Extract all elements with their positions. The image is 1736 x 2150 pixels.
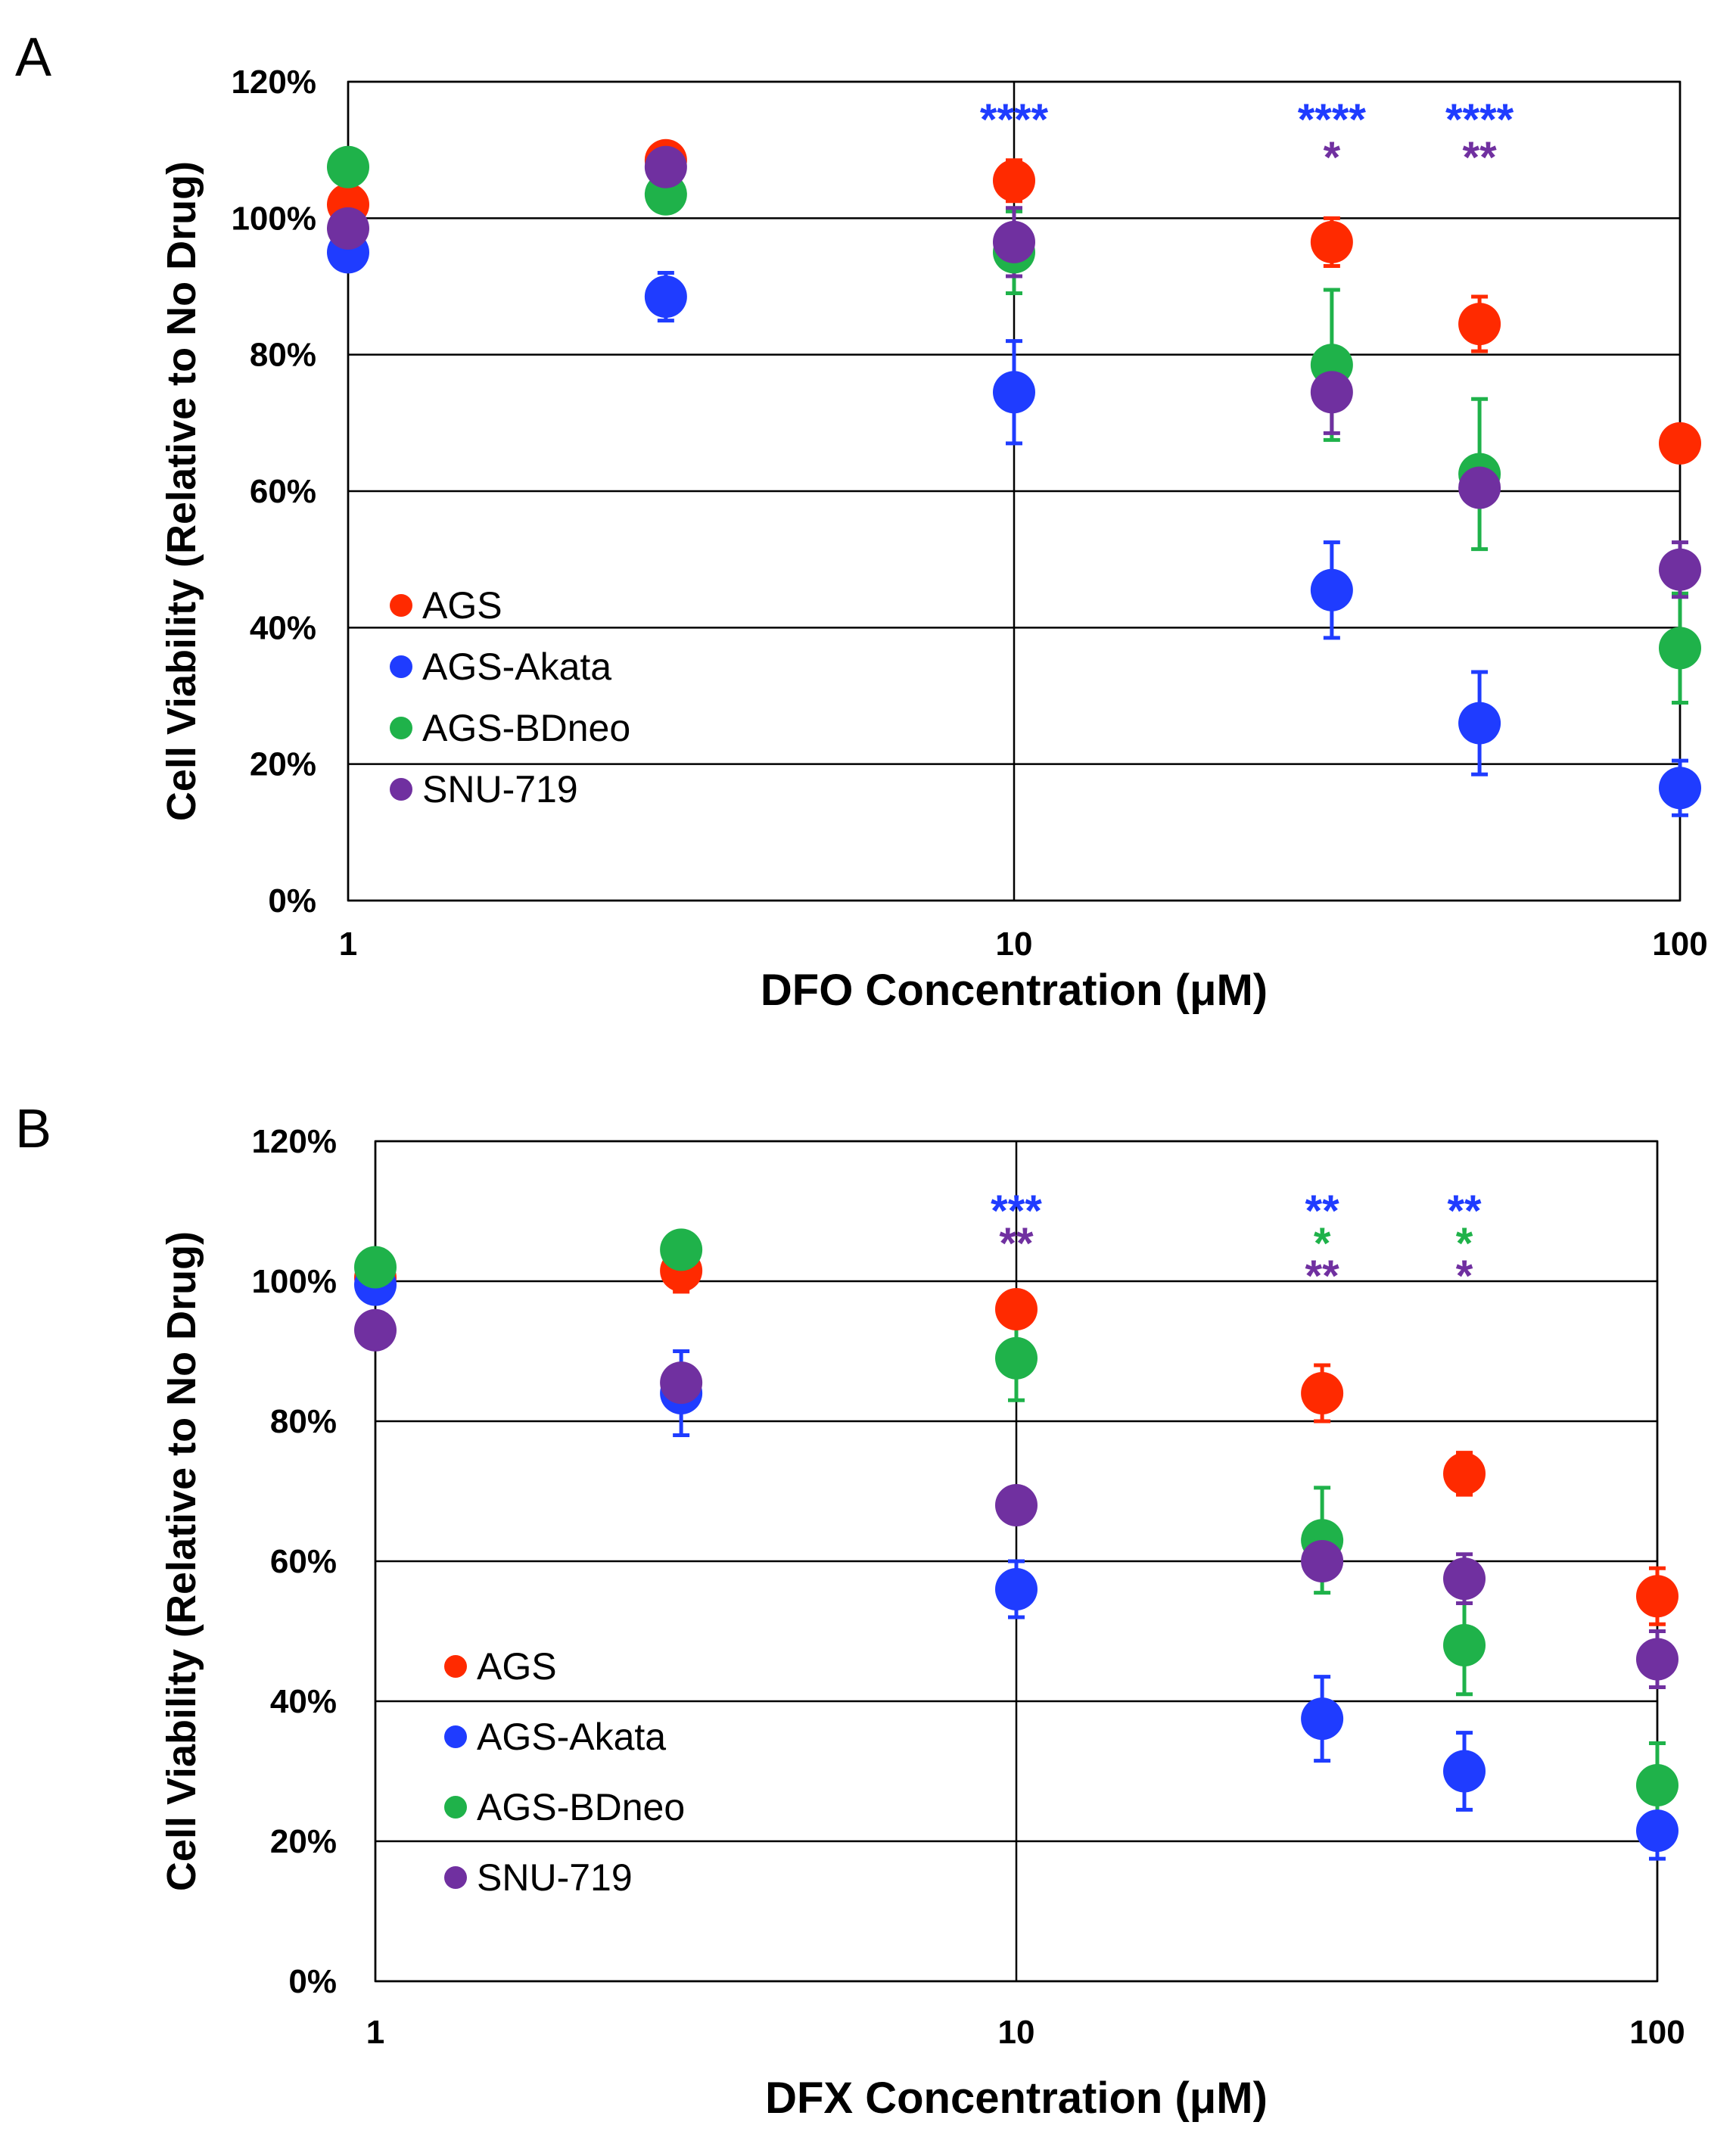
legend-marker: [390, 594, 412, 617]
legend-marker: [444, 1796, 467, 1819]
significance-marker: **: [1305, 1187, 1340, 1236]
legend-marker: [390, 655, 412, 678]
significance-marker: ****: [1298, 95, 1367, 145]
legend-marker: [390, 717, 412, 739]
x-tick-label: 1: [339, 926, 357, 963]
legend-label: AGS-BDneo: [477, 1786, 685, 1828]
y-axis-label: Cell Viability (Relative to No Drug): [159, 161, 204, 821]
y-tick-label: 100%: [231, 200, 316, 237]
data-point-snu-719: [993, 220, 1035, 263]
y-tick-label: 80%: [270, 1403, 337, 1440]
data-point-ags-bdneo: [1659, 627, 1701, 670]
significance-marker: *: [1456, 1219, 1473, 1268]
data-point-ags-bdneo: [327, 145, 369, 188]
y-tick-label: 20%: [270, 1823, 337, 1860]
data-point-ags: [1443, 1452, 1486, 1495]
data-point-ags: [1636, 1575, 1678, 1618]
significance-marker: ***: [991, 1187, 1042, 1236]
panel-b: B 0% 20% 40% 60% 80% 100% 120% 1 10 100 DFX Concent…: [15, 1099, 1685, 2123]
x-tick-label: 100: [1652, 926, 1707, 963]
legend-label: SNU-719: [477, 1856, 633, 1899]
data-point-ags-akata: [995, 1568, 1038, 1610]
x-tick-label: 10: [996, 926, 1033, 963]
data-point-ags: [995, 1288, 1038, 1330]
y-tick-label: 60%: [270, 1543, 337, 1580]
y-tick-label: 80%: [250, 337, 316, 374]
data-point-snu-719: [660, 1361, 703, 1405]
significance-marker: ****: [980, 95, 1049, 145]
data-point-ags-akata: [1636, 1809, 1678, 1853]
legend-marker: [444, 1655, 467, 1678]
significance-marker: **: [1463, 133, 1498, 182]
data-point-snu-719: [1301, 1540, 1344, 1582]
significance-marker: **: [1447, 1187, 1482, 1236]
data-point-snu-719: [995, 1484, 1038, 1526]
panel-label: B: [15, 1099, 51, 1159]
legend-label: AGS: [477, 1645, 557, 1688]
x-axis-label: DFO Concentration (μM): [761, 966, 1268, 1015]
x-tick-label: 100: [1629, 2014, 1685, 2051]
data-point-snu-719: [1443, 1557, 1486, 1601]
data-point-ags: [1458, 303, 1501, 346]
significance-marker: ****: [1445, 95, 1514, 145]
data-point-snu-719: [1458, 466, 1501, 509]
panel-label: A: [15, 27, 51, 88]
legend-label: AGS: [422, 584, 502, 627]
y-tick-label: 0%: [288, 1963, 337, 2000]
legend-marker: [390, 778, 412, 801]
data-point-ags-akata: [1443, 1750, 1486, 1793]
data-point-snu-719: [1310, 371, 1353, 414]
y-tick-label: 40%: [270, 1683, 337, 1720]
data-point-snu-719: [1636, 1638, 1678, 1681]
y-tick-label: 60%: [250, 473, 316, 510]
data-point-snu-719: [354, 1308, 397, 1352]
data-point-ags-akata: [1458, 702, 1501, 745]
legend-label: AGS-BDneo: [422, 707, 630, 749]
data-point-ags-bdneo: [1443, 1624, 1486, 1666]
data-point-ags-bdneo: [1636, 1764, 1678, 1806]
legend-label: SNU-719: [422, 768, 578, 811]
data-point-ags: [1659, 422, 1701, 465]
panel-a: A 0% 20% 40% 60% 80% 100% 120% 1 10 100 DFO Concent…: [15, 27, 1708, 1015]
y-tick-label: 40%: [250, 609, 316, 646]
data-point-snu-719: [644, 145, 687, 188]
y-axis-label: Cell Viability (Relative to No Drug): [159, 1231, 204, 1891]
data-point-ags-akata: [993, 371, 1035, 414]
data-point-ags-akata: [1301, 1697, 1344, 1741]
x-tick-label: 10: [998, 2014, 1035, 2051]
x-tick-label: 1: [366, 2014, 384, 2051]
legend-marker: [444, 1866, 467, 1889]
data-point-ags-akata: [1310, 568, 1353, 611]
plot-area-border: [347, 80, 1682, 902]
data-point-ags-akata: [1659, 767, 1701, 810]
significance-marker: *: [1314, 1219, 1331, 1268]
data-point-ags-bdneo: [995, 1336, 1038, 1380]
data-point-ags-bdneo: [354, 1246, 397, 1289]
y-tick-label: 100%: [251, 1263, 337, 1300]
plot-area-border: [374, 1140, 1659, 1983]
significance-marker: *: [1456, 1252, 1473, 1301]
y-tick-label: 20%: [250, 746, 316, 783]
data-point-ags: [1301, 1372, 1344, 1414]
significance-marker: **: [999, 1219, 1034, 1268]
legend-marker: [444, 1725, 467, 1748]
significance-marker: *: [1324, 133, 1341, 182]
legend-label: AGS-Akata: [422, 646, 611, 688]
significance-marker: **: [1305, 1252, 1340, 1301]
data-point-ags: [993, 159, 1035, 202]
x-axis-label: DFX Concentration (μM): [765, 2074, 1268, 2123]
data-point-ags-bdneo: [660, 1228, 703, 1271]
data-point-ags: [1310, 220, 1353, 263]
data-point-snu-719: [1659, 548, 1701, 591]
y-tick-label: 0%: [268, 882, 316, 919]
y-tick-label: 120%: [251, 1123, 337, 1160]
y-tick-label: 120%: [231, 64, 316, 101]
data-point-ags-akata: [644, 275, 687, 319]
data-point-snu-719: [327, 207, 369, 250]
legend-label: AGS-Akata: [477, 1716, 666, 1758]
